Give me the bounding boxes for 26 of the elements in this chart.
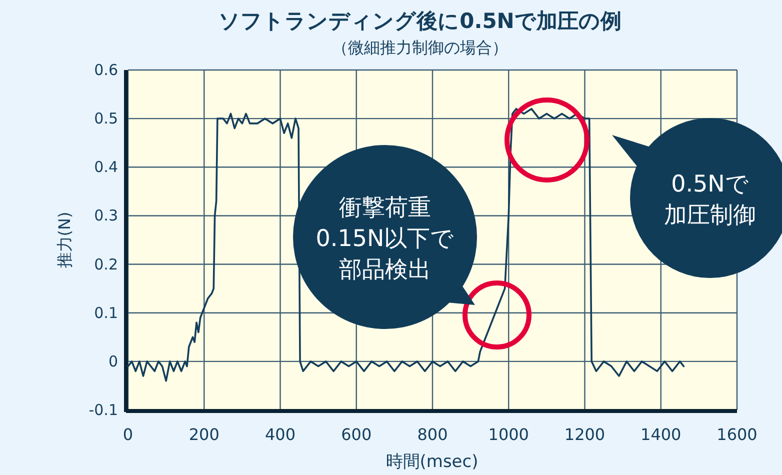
x-tick-label: 1600 <box>716 425 758 444</box>
x-tick-label: 600 <box>341 425 372 444</box>
y-tick-label: 0.3 <box>94 206 118 225</box>
y-tick-label: 0.2 <box>94 255 118 274</box>
chart-subtitle: （微細推力制御の場合） <box>332 38 508 57</box>
annotation: 0.15N以下で <box>316 226 454 252</box>
chart-title: ソフトランディング後に0.5Nで加圧の例 <box>218 9 622 33</box>
annotation: 0.5Nで <box>671 172 749 198</box>
x-tick-label: 200 <box>188 425 220 444</box>
x-tick-label: 1400 <box>640 425 682 444</box>
y-tick-label: 0.1 <box>94 304 118 322</box>
x-tick-label: 0 <box>122 425 134 444</box>
x-tick-label: 1000 <box>488 425 529 444</box>
annotation: 加圧制御 <box>664 202 756 228</box>
annotation: 部品検出 <box>339 257 431 283</box>
x-axis-title: 時間(msec) <box>386 452 478 472</box>
y-tick-label: 0.4 <box>94 158 118 176</box>
x-tick-label: 800 <box>417 425 448 444</box>
y-tick-label: 0 <box>108 352 118 370</box>
x-tick-label: 400 <box>264 425 296 444</box>
annotation: 衝撃荷重 <box>339 195 431 221</box>
y-tick-label: 0.6 <box>94 61 118 79</box>
y-tick-label: -0.1 <box>88 401 118 419</box>
x-tick-label: 1200 <box>564 425 606 444</box>
y-axis-title: 推力(N) <box>55 212 74 268</box>
y-tick-label: 0.5 <box>94 110 118 128</box>
